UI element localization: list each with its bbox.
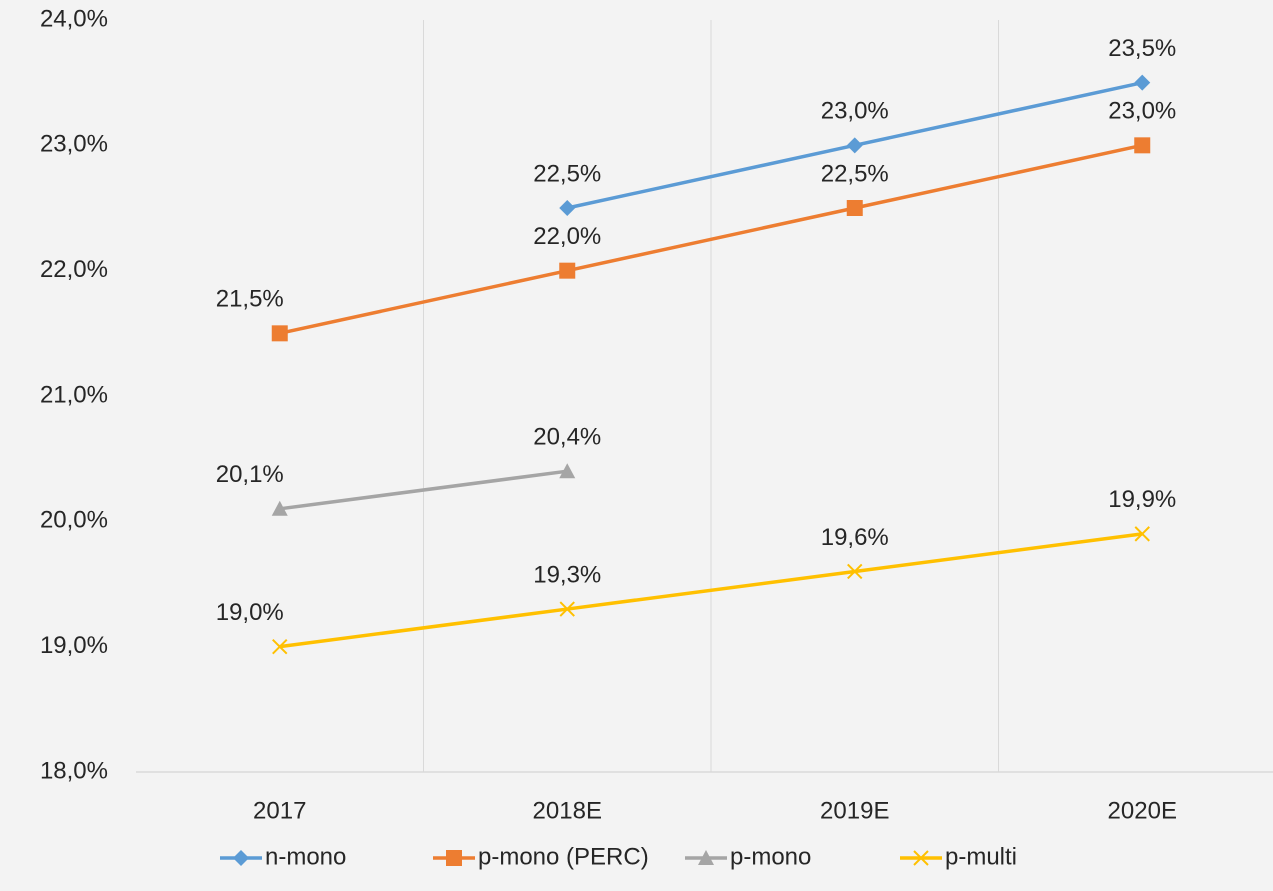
y-tick-label: 19,0%	[40, 632, 108, 659]
data-label: 19,6%	[821, 524, 889, 551]
data-point	[559, 601, 575, 617]
data-point	[1134, 74, 1151, 91]
y-tick-label: 20,0%	[40, 507, 108, 534]
data-label: 19,3%	[533, 561, 601, 588]
data-label: 22,5%	[821, 160, 889, 187]
data-point	[846, 137, 863, 154]
data-point	[271, 500, 288, 516]
data-label: 20,1%	[216, 461, 284, 488]
x-tick-label: 2018E	[533, 797, 602, 824]
data-label: 23,0%	[821, 98, 889, 125]
y-tick-label: 18,0%	[40, 757, 108, 784]
x-tick-label: 2019E	[820, 797, 889, 824]
legend-label: p-mono (PERC)	[478, 843, 649, 870]
data-point	[272, 638, 288, 655]
data-label: 23,0%	[1108, 98, 1176, 125]
data-label: 21,5%	[216, 286, 284, 313]
series-line	[279, 469, 568, 511]
data-point	[1134, 526, 1150, 542]
legend-marker	[913, 850, 929, 866]
data-point	[559, 200, 576, 216]
legend-label: p-mono	[730, 843, 811, 870]
legend-label: p-multi	[945, 843, 1017, 870]
legend-marker	[698, 850, 714, 865]
data-label: 22,0%	[533, 223, 601, 250]
data-point	[846, 200, 863, 216]
legend-marker	[446, 850, 462, 866]
y-tick-label: 23,0%	[40, 131, 108, 158]
y-tick-label: 21,0%	[40, 381, 108, 408]
data-label: 19,9%	[1108, 486, 1176, 513]
y-tick-label: 24,0%	[40, 5, 108, 32]
legend-label: n-mono	[265, 843, 346, 870]
data-label: 19,0%	[216, 599, 284, 626]
data-label: 23,5%	[1108, 35, 1176, 62]
data-label: 22,5%	[533, 160, 601, 187]
x-tick-label: 2020E	[1108, 797, 1177, 824]
data-point	[271, 325, 288, 342]
series-line	[279, 143, 1143, 336]
data-label: 20,4%	[533, 424, 601, 451]
x-tick-label: 2017	[253, 797, 306, 824]
data-point	[847, 563, 863, 580]
series-line	[279, 532, 1143, 649]
data-point	[559, 463, 576, 479]
legend-marker	[233, 850, 249, 866]
data-point	[1134, 137, 1151, 154]
data-point	[559, 262, 576, 279]
y-tick-label: 22,0%	[40, 256, 108, 283]
